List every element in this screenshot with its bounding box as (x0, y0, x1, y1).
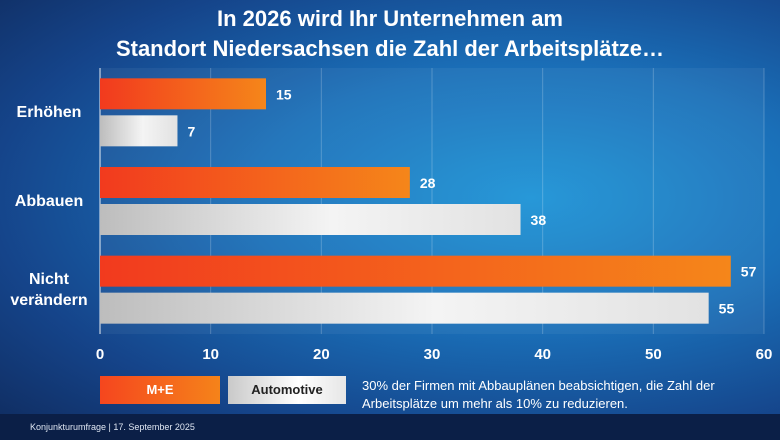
chart-title-line2: Standort Niedersachsen die Zahl der Arbe… (115, 36, 665, 61)
bar-value-label: 57 (741, 264, 757, 280)
bar-value-label: 7 (187, 123, 195, 139)
x-tick-label: 60 (756, 346, 773, 363)
bar-me (100, 78, 266, 110)
category-label: Abbauen (14, 192, 84, 210)
bar-value-label: 55 (719, 301, 735, 317)
legend-item-automotive: Automotive (228, 376, 346, 404)
bar-value-label: 15 (276, 86, 292, 102)
bar-automotive (100, 115, 178, 147)
footer-bar: Konjunkturumfrage | 17. September 2025 (0, 414, 780, 440)
x-tick-label: 50 (645, 346, 662, 363)
category-label: Nicht verändern (10, 270, 88, 309)
plot-area (100, 68, 764, 334)
x-tick-label: 30 (424, 346, 441, 363)
bar-value-label: 28 (420, 175, 436, 191)
x-tick-label: 0 (96, 346, 104, 363)
bar-value-label: 38 (531, 212, 547, 228)
bar-me (100, 167, 410, 198)
bar-me (100, 255, 731, 287)
x-tick-label: 20 (313, 346, 330, 363)
category-label: Erhöhen (16, 103, 82, 121)
chart-title-line1: In 2026 wird Ihr Unternehmen am (217, 6, 563, 31)
chart-title: In 2026 wird Ihr Unternehmen am Standort… (0, 4, 780, 64)
bar-automotive (100, 292, 709, 324)
footnote-text: 30% der Firmen mit Abbauplänen beabsicht… (362, 378, 715, 411)
legend-item-me: M+E (100, 376, 220, 404)
footer-text: Konjunkturumfrage | 17. September 2025 (30, 422, 195, 432)
x-tick-label: 40 (534, 346, 551, 363)
bar-automotive (100, 204, 521, 235)
x-tick-label: 10 (202, 346, 219, 363)
